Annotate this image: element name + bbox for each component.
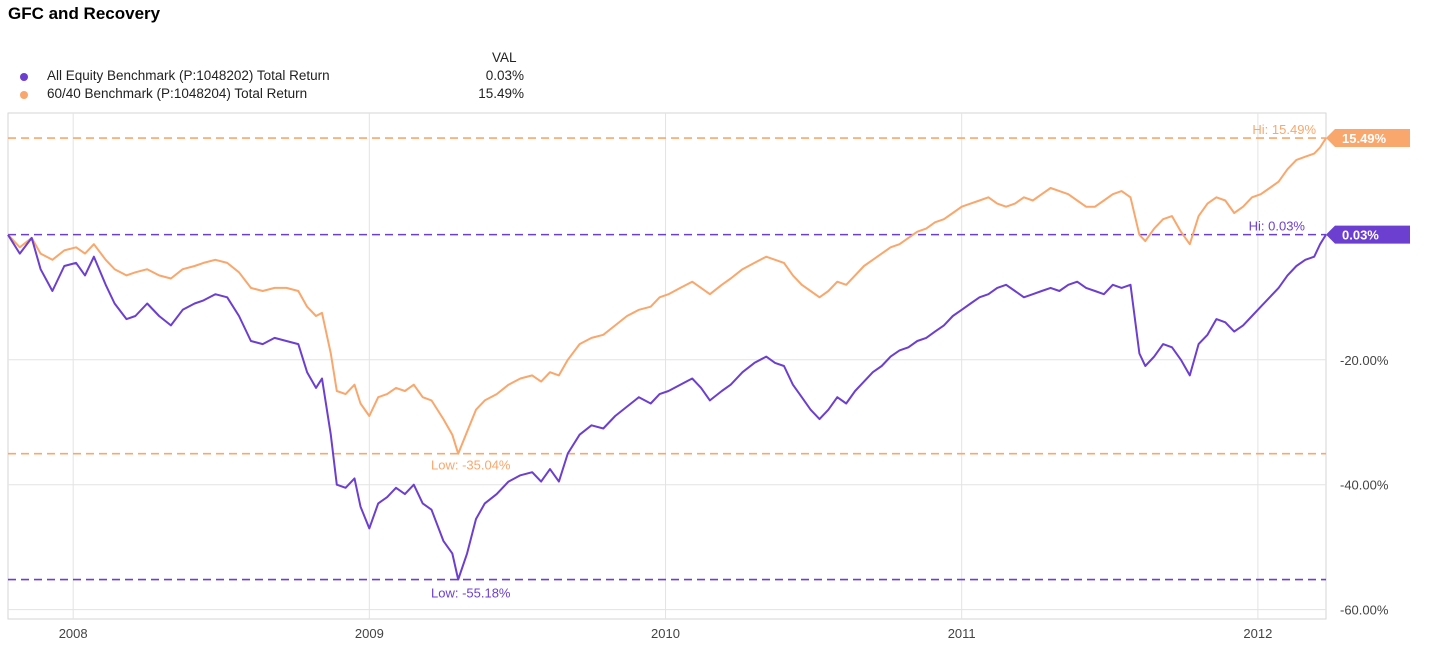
chart-title: GFC and Recovery <box>8 4 161 23</box>
legend-series-value: 15.49% <box>478 86 524 101</box>
hi-label: Hi: 0.03% <box>1249 219 1306 234</box>
hi-label: Hi: 15.49% <box>1252 122 1316 137</box>
last-value-tag <box>1326 225 1410 244</box>
y-tick-label: -60.00% <box>1340 603 1389 618</box>
low-label: Low: -35.04% <box>431 458 511 473</box>
y-tick-label: -40.00% <box>1340 478 1389 493</box>
legend-series-name: All Equity Benchmark (P:1048202) Total R… <box>47 68 330 83</box>
legend-item-60-40[interactable]: 60/40 Benchmark (P:1048204) Total Return… <box>20 86 530 104</box>
legend-dot-icon <box>20 91 28 99</box>
low-label: Low: -55.18% <box>431 586 511 601</box>
series-line <box>7 137 1327 455</box>
x-tick-label: 2012 <box>1243 626 1272 641</box>
series-line <box>7 234 1327 581</box>
legend-series-name: 60/40 Benchmark (P:1048204) Total Return <box>47 86 308 101</box>
legend: VAL All Equity Benchmark (P:1048202) Tot… <box>0 0 560 110</box>
legend-series-value: 0.03% <box>485 68 524 83</box>
x-tick-label: 2009 <box>355 626 384 641</box>
last-value-label: 0.03% <box>1342 228 1379 243</box>
x-tick-label: 2011 <box>948 626 976 641</box>
last-value-label: 15.49% <box>1342 131 1387 146</box>
x-tick-label: 2010 <box>651 626 680 641</box>
legend-dot-icon <box>20 73 28 81</box>
y-tick-label: -20.00% <box>1340 353 1389 368</box>
plot-frame <box>7 112 1327 620</box>
last-value-tag <box>1326 129 1410 148</box>
x-tick-label: 2008 <box>59 626 88 641</box>
legend-value-header: VAL <box>492 50 517 65</box>
legend-item-all-equity[interactable]: All Equity Benchmark (P:1048202) Total R… <box>20 68 530 86</box>
